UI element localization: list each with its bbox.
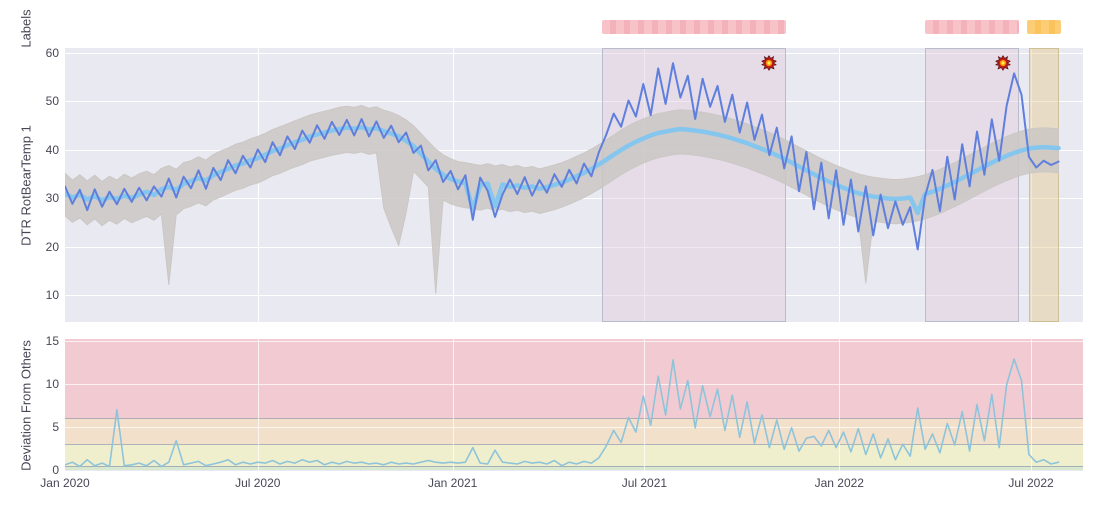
top-gridline-h: [65, 52, 1083, 54]
top-y-tick-label: 10: [45, 288, 59, 303]
bottom-y-tick-label: 5: [52, 419, 59, 434]
top-y-tick-label: 30: [45, 191, 59, 206]
bottom-gridline-v: [452, 339, 454, 471]
bottom-chart-series-layer: [65, 358, 1060, 468]
x-tick-label: Jul 2020: [235, 476, 281, 490]
label-bar-alarm[interactable]: [1026, 20, 1061, 34]
bottom-gridline-h: [65, 383, 1083, 385]
warning-region[interactable]: [602, 48, 787, 322]
bottom-gridline-v: [257, 339, 259, 471]
bottom-chart-y-title: Deviation From Others: [18, 340, 34, 471]
bottom-y-tick-label: 10: [45, 376, 59, 391]
top-chart-series-layer: [65, 62, 1061, 294]
bottom-gridline-v: [1031, 339, 1032, 471]
top-chart-plot-area[interactable]: [65, 48, 1083, 322]
top-gridline-h: [65, 295, 1083, 297]
threshold-band-normal: [65, 465, 1083, 470]
top-gridline-h: [65, 149, 1083, 151]
top-y-tick-label: 60: [45, 45, 59, 60]
marker-explosion-icon[interactable]: [995, 55, 1012, 72]
deviation-line: [65, 358, 1060, 468]
x-tick-label: Jan 2020: [40, 476, 90, 490]
threshold-line: [65, 465, 1083, 467]
monitored-sensor-line: [65, 62, 1060, 251]
threshold-band-critical: [65, 339, 1083, 419]
threshold-band-elevated: [65, 444, 1083, 466]
labels-row: [65, 20, 1083, 34]
x-tick-label: Jul 2022: [1008, 476, 1054, 490]
top-gridline-h: [65, 246, 1083, 248]
top-gridline-h: [65, 101, 1083, 103]
top-gridline-v: [644, 48, 646, 322]
top-chart-y-title: DTR RotBearTemp 1: [18, 125, 34, 246]
labels-row-title: Labels: [18, 9, 34, 48]
bottom-y-tick-label: 0: [52, 462, 59, 477]
alarm-region[interactable]: [1028, 48, 1059, 322]
other-sensors-band: [65, 104, 1059, 294]
top-y-tick-label: 50: [45, 94, 59, 109]
threshold-line: [65, 444, 1083, 446]
top-gridline-v: [257, 48, 259, 322]
label-bar-warning[interactable]: [602, 20, 787, 34]
bottom-chart-plot-area[interactable]: [65, 339, 1083, 471]
top-gridline-v: [1031, 48, 1032, 322]
label-bar-warning[interactable]: [925, 20, 1020, 34]
threshold-line: [65, 418, 1083, 420]
bottom-gridline-h: [65, 340, 1083, 342]
x-tick-label: Jan 2021: [427, 476, 478, 490]
x-tick-label: Jul 2021: [621, 476, 668, 490]
peer-average-line: [65, 124, 1061, 216]
x-tick-label: Jan 2022: [814, 476, 864, 490]
top-y-tick-label: 40: [45, 142, 59, 157]
bottom-gridline-v: [839, 339, 841, 471]
marker-explosion-icon[interactable]: [761, 55, 778, 72]
top-y-tick-label: 20: [45, 239, 59, 254]
bottom-y-tick-label: 15: [45, 333, 59, 348]
bottom-gridline-h: [65, 426, 1083, 428]
